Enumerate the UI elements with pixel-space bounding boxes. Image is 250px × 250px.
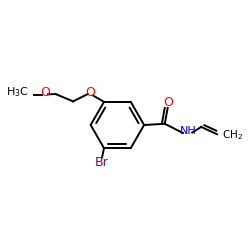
Text: O: O bbox=[40, 86, 50, 99]
Text: H$_3$C: H$_3$C bbox=[6, 85, 28, 99]
Text: NH: NH bbox=[180, 126, 196, 136]
Text: CH$_2$: CH$_2$ bbox=[222, 128, 243, 141]
Text: O: O bbox=[163, 96, 173, 109]
Text: O: O bbox=[86, 86, 96, 99]
Text: Br: Br bbox=[95, 156, 109, 169]
